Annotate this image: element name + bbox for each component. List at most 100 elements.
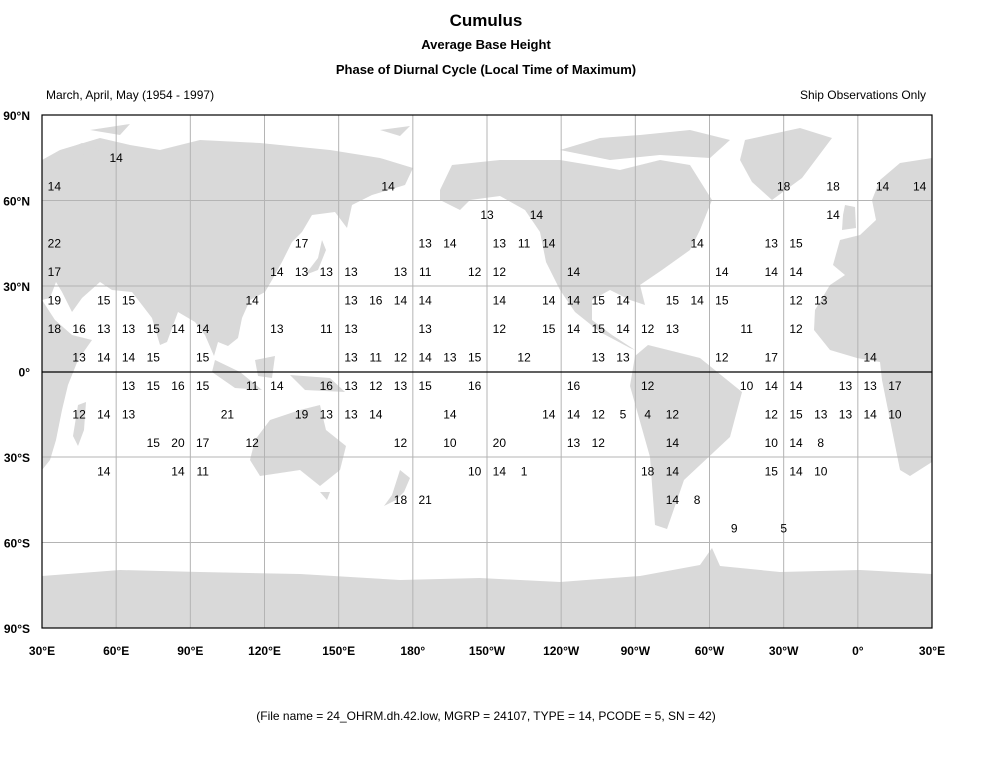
data-label: 15	[147, 322, 161, 336]
data-label: 15	[468, 350, 482, 364]
data-label: 14	[542, 293, 556, 307]
data-label: 13	[122, 379, 136, 393]
data-label: 14	[789, 436, 803, 450]
data-label: 16	[567, 379, 581, 393]
data-label: 14	[715, 265, 729, 279]
data-label: 14	[109, 151, 123, 165]
data-label: 10	[740, 379, 754, 393]
data-label: 11	[518, 236, 531, 250]
data-label: 14	[913, 179, 927, 193]
data-label: 13	[419, 236, 433, 250]
data-label: 12	[715, 350, 729, 364]
data-label: 13	[839, 407, 853, 421]
land-madagascar	[73, 402, 86, 446]
data-label: 12	[517, 350, 531, 364]
data-label: 11	[246, 379, 259, 393]
data-label: 14	[789, 379, 803, 393]
land-africa-east	[42, 300, 92, 470]
data-label: 13	[493, 236, 507, 250]
data-label: 15	[147, 350, 161, 364]
data-label: 14	[876, 179, 890, 193]
data-label: 10	[468, 464, 482, 478]
longitude-tick-label: 30°W	[769, 644, 799, 658]
data-label: 14	[270, 265, 284, 279]
land-greenland	[740, 128, 832, 200]
data-label: 12	[592, 407, 606, 421]
data-label: 14	[97, 464, 111, 478]
data-label: 9	[731, 521, 738, 535]
data-label: 13	[122, 407, 136, 421]
land-indonesia	[212, 356, 345, 392]
data-label: 8	[817, 436, 824, 450]
latitude-tick-labels: 90°N 60°N 30°N 0° 30°S 60°S 90°S	[3, 109, 30, 636]
file-info-footer: (File name = 24_OHRM.dh.42.low, MGRP = 2…	[256, 709, 716, 723]
latitude-tick-label: 30°S	[4, 451, 30, 465]
data-label: 14	[196, 322, 210, 336]
data-label: 14	[530, 208, 544, 222]
data-label: 15	[789, 236, 803, 250]
data-label: 12	[394, 436, 408, 450]
data-label: 12	[666, 407, 680, 421]
data-label: 8	[694, 493, 701, 507]
data-label: 14	[270, 379, 284, 393]
data-label: 15	[715, 293, 729, 307]
data-label: 13	[567, 436, 581, 450]
land-australia	[250, 405, 346, 486]
data-label: 12	[641, 379, 655, 393]
latitude-tick-label: 90°S	[4, 622, 30, 636]
data-label: 17	[196, 436, 210, 450]
map-title: Cumulus	[449, 11, 523, 30]
data-label: 13	[394, 265, 408, 279]
latitude-tick-label: 60°S	[4, 537, 30, 551]
data-label: 15	[765, 464, 779, 478]
data-label: 13	[666, 322, 680, 336]
data-label: 10	[765, 436, 779, 450]
data-label: 14	[171, 464, 185, 478]
latitude-tick-label: 0°	[19, 366, 31, 380]
data-label: 14	[97, 350, 111, 364]
data-label: 13	[814, 293, 828, 307]
data-label: 11	[320, 322, 333, 336]
data-label: 14	[542, 236, 556, 250]
data-label: 13	[814, 407, 828, 421]
data-label: 14	[122, 350, 136, 364]
data-label: 14	[542, 407, 556, 421]
data-label: 10	[888, 407, 902, 421]
data-label: 14	[864, 407, 878, 421]
data-label: 13	[419, 322, 433, 336]
data-label: 11	[370, 350, 383, 364]
data-label: 13	[344, 265, 358, 279]
data-label: 13	[320, 407, 334, 421]
data-label: 12	[493, 322, 507, 336]
longitude-tick-label: 180°	[400, 644, 425, 658]
data-label: 15	[419, 379, 433, 393]
data-label: 15	[147, 436, 161, 450]
data-label: 20	[171, 436, 185, 450]
data-label: 22	[48, 236, 62, 250]
longitude-tick-label: 90°E	[177, 644, 203, 658]
longitude-tick-label: 90°W	[621, 644, 651, 658]
land-new-zealand	[384, 470, 410, 506]
data-label: 12	[468, 265, 482, 279]
data-label: 14	[826, 208, 840, 222]
data-label: 14	[48, 179, 62, 193]
data-label: 14	[666, 436, 680, 450]
map-subtitle: Average Base Height	[421, 37, 551, 52]
land-eurasia-east	[42, 138, 413, 356]
land-great-britain	[842, 205, 856, 230]
data-label: 12	[592, 436, 606, 450]
data-label: 14	[616, 322, 630, 336]
data-label: 11	[196, 464, 209, 478]
data-label: 17	[295, 236, 309, 250]
data-label: 14	[765, 265, 779, 279]
data-label: 14	[443, 236, 457, 250]
data-label: 13	[270, 322, 284, 336]
data-label: 21	[221, 407, 235, 421]
longitude-tick-label: 60°W	[695, 644, 725, 658]
land-south-america	[630, 345, 742, 529]
data-label: 14	[789, 464, 803, 478]
data-label: 14	[97, 407, 111, 421]
data-label: 14	[666, 464, 680, 478]
data-label: 4	[644, 407, 651, 421]
